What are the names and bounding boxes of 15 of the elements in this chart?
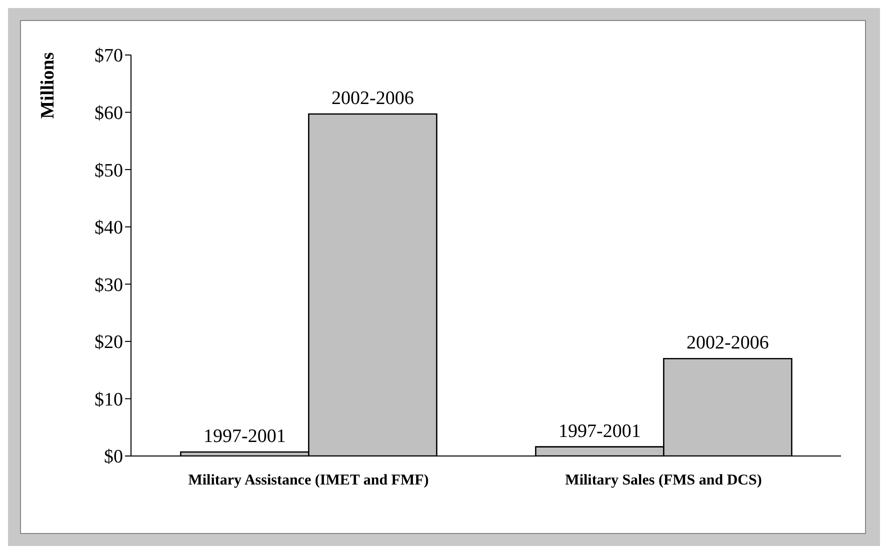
y-tick-label: $70 bbox=[94, 46, 123, 67]
y-tick-label: $50 bbox=[94, 160, 123, 182]
text: 2002-2006 bbox=[686, 332, 769, 354]
text: 1997-2001 bbox=[558, 420, 641, 442]
y-tick-label: $20 bbox=[94, 332, 123, 354]
y-tick-label: $30 bbox=[94, 274, 123, 296]
series-label: 1997-2001 bbox=[204, 426, 286, 447]
y-tick-label: $60 bbox=[94, 103, 123, 124]
y-tick-label: $10 bbox=[94, 389, 123, 410]
series-label: 2002-2006 bbox=[332, 88, 414, 110]
y-tick-label: $0 bbox=[104, 446, 123, 468]
x-tick-label: Military Assistance (IMET and FMF) bbox=[188, 472, 429, 489]
y-tick-label: $40 bbox=[94, 218, 123, 239]
y-axis-title: Millions bbox=[38, 52, 59, 119]
x-tick-label: Military Sales (FMS and DCS) bbox=[565, 472, 762, 489]
